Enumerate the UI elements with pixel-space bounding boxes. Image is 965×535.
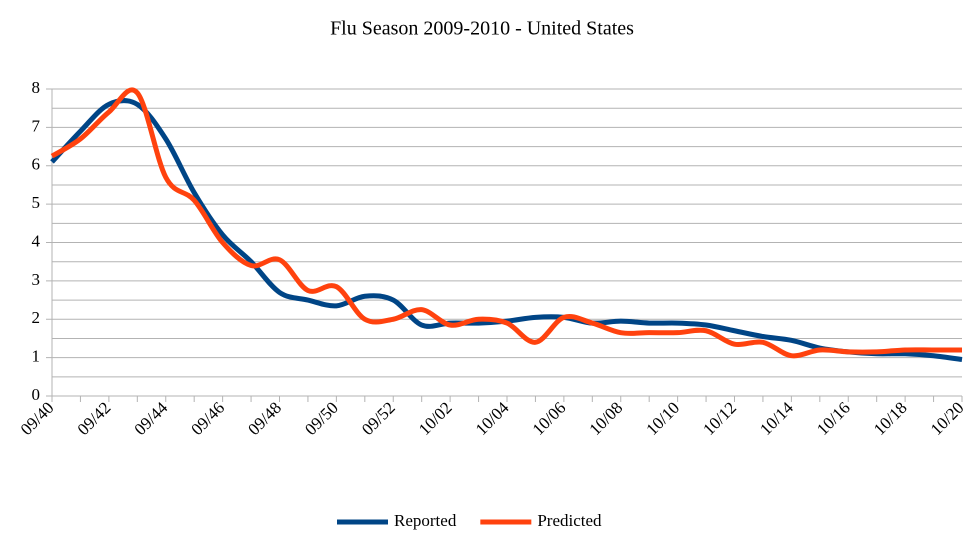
y-tick-label: 5 [32,193,41,212]
y-tick-label: 7 [32,116,41,135]
x-tick-label: 09/40 [17,398,58,439]
y-tick-label: 4 [32,231,41,250]
x-tick-label: 10/14 [756,398,797,439]
x-tick-label: 10/16 [813,398,854,439]
x-tick-label: 09/46 [187,398,228,439]
x-tick-label: 10/06 [529,398,570,439]
x-tick-label: 10/08 [586,398,627,439]
legend-label: Predicted [537,511,602,530]
series-line [50,87,962,359]
legend-label: Reported [394,511,457,530]
x-tick-label: 10/18 [870,398,911,439]
x-tick-label: 09/44 [131,398,172,439]
y-tick-label: 8 [32,78,41,97]
x-tick-label: 09/52 [358,398,399,439]
y-tick-label: 1 [32,347,41,366]
x-tick-label: 09/48 [244,398,285,439]
y-tick-label: 2 [32,308,41,327]
x-tick-label: 10/20 [927,398,965,439]
chart-title: Flu Season 2009-2010 - United States [330,18,634,40]
x-tick-label: 10/02 [415,398,456,439]
x-tick-label: 09/42 [74,398,115,439]
x-tick-label: 10/10 [642,398,683,439]
x-tick-label: 10/04 [472,398,513,439]
x-tick-label: 09/50 [301,398,342,439]
y-tick-label: 0 [32,385,41,404]
y-tick-label: 6 [32,155,41,174]
x-tick-label: 10/12 [699,398,740,439]
y-tick-label: 3 [32,270,41,289]
